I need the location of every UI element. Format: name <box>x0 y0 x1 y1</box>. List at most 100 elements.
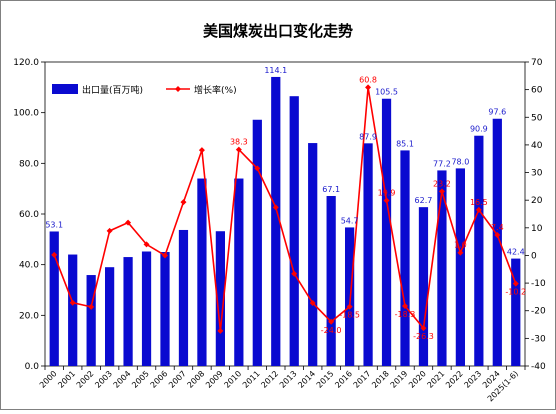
bar <box>492 118 502 366</box>
bar-data-label: 87.9 <box>359 132 377 141</box>
bar <box>178 229 189 366</box>
y-right-tick-label: -40 <box>531 362 546 372</box>
bar <box>289 96 299 366</box>
bar-data-label: 90.9 <box>470 125 488 134</box>
line-marker <box>198 147 205 154</box>
bar <box>234 178 244 366</box>
y-right-tick-label: 30 <box>531 169 543 179</box>
line-data-label: -18.3 <box>395 310 416 319</box>
line-marker <box>180 199 187 206</box>
line-marker <box>217 327 224 334</box>
line-data-label: -10.2 <box>505 288 526 297</box>
bar <box>105 267 115 366</box>
y-right-tick-label: 60 <box>531 86 543 96</box>
line-marker <box>402 303 408 310</box>
legend-line-marker <box>175 86 181 92</box>
line-marker <box>69 299 76 306</box>
line-marker <box>512 280 519 287</box>
bar <box>418 207 429 366</box>
line-marker <box>420 325 427 332</box>
bar-data-label: 105.5 <box>375 88 398 97</box>
line-data-label: 1.0 <box>454 241 467 250</box>
line-marker <box>346 303 353 310</box>
bar <box>141 251 152 366</box>
bar-data-label: 78.0 <box>451 157 469 166</box>
bar <box>437 170 447 366</box>
bar <box>308 143 318 366</box>
y-right-tick-label: 20 <box>531 196 543 206</box>
line-data-label: 38.3 <box>230 138 248 147</box>
line-marker <box>143 241 150 248</box>
line-marker <box>309 299 316 306</box>
bar <box>400 150 410 366</box>
bar <box>49 231 59 366</box>
y-right-tick-label: -10 <box>531 279 546 289</box>
plot-area: 0.0 20.0 40.0 60.0 80.0 100.0 120.0 -40 -30 -20 -1… <box>13 58 546 403</box>
bar <box>474 135 484 366</box>
y-left-tick-label: 120.0 <box>13 58 39 68</box>
y-left-tick-label: 20.0 <box>19 311 39 321</box>
bar-data-label: 53.1 <box>45 220 63 229</box>
line-marker <box>475 206 482 213</box>
y-right-tick-label: -30 <box>531 334 546 344</box>
bar-data-label: 97.6 <box>488 108 506 117</box>
bar-data-label: 114.1 <box>264 66 287 75</box>
line-marker <box>106 227 113 234</box>
line-data-label: -24.0 <box>321 326 342 335</box>
y-right-tick-label: 10 <box>531 224 543 234</box>
line-data-label: -26.3 <box>413 332 434 341</box>
line-data-label: -18.5 <box>339 311 360 320</box>
y-right-tick-label: -20 <box>531 307 546 317</box>
legend-line-label: 增长率(%) <box>194 84 237 96</box>
line-data-label: 23.2 <box>433 179 451 188</box>
line-data-label: 60.8 <box>359 75 377 84</box>
y-right-tick-label: 70 <box>531 58 543 68</box>
y-right-tick-label: 40 <box>531 141 543 151</box>
bar <box>455 168 465 366</box>
line-marker <box>457 249 464 256</box>
bar-data-label: 54.7 <box>341 216 359 225</box>
line-marker <box>51 251 58 258</box>
bar <box>511 258 521 366</box>
bar <box>381 98 392 366</box>
bar-data-label: 85.1 <box>396 139 414 148</box>
bar <box>86 275 96 366</box>
line-marker <box>291 270 298 277</box>
chart-title: 美国煤炭出口变化走势 <box>203 22 353 40</box>
legend-bar-label: 出口量(百万吨) <box>82 84 143 96</box>
y-left-tick-label: 0.0 <box>25 362 40 372</box>
bar <box>123 257 133 366</box>
line-marker <box>162 252 168 259</box>
bar-data-label: 42.4 <box>507 248 525 257</box>
line-marker <box>88 303 95 310</box>
line-marker <box>494 232 501 239</box>
y-right-tick-label: 50 <box>531 113 543 123</box>
y-right-tick-label: 0 <box>531 251 537 261</box>
line-marker <box>438 188 445 195</box>
line-marker <box>254 165 261 172</box>
bar <box>68 254 78 366</box>
bar <box>326 196 336 366</box>
bar <box>197 178 207 366</box>
line-marker <box>365 84 372 91</box>
line-data-label: 16.5 <box>470 198 488 207</box>
y-left-tick-label: 60.0 <box>19 210 39 220</box>
bar-data-label: 67.1 <box>322 185 340 194</box>
line-data-label: 7.4 <box>491 223 504 232</box>
line-marker <box>235 146 242 153</box>
bar <box>363 143 373 366</box>
y-left-tick-label: 80.0 <box>19 159 39 169</box>
bar-data-label: 62.7 <box>415 196 433 205</box>
line-marker <box>272 204 279 211</box>
line-data-label: 19.9 <box>378 188 396 197</box>
bar <box>271 76 281 367</box>
line-marker <box>328 318 335 325</box>
legend: 出口量(百万吨) 增长率(%) <box>52 84 237 96</box>
line-marker <box>383 197 390 204</box>
y-left-tick-label: 40.0 <box>19 261 39 271</box>
bar <box>215 231 225 366</box>
line-marker <box>125 219 132 226</box>
growth-line <box>53 87 517 331</box>
